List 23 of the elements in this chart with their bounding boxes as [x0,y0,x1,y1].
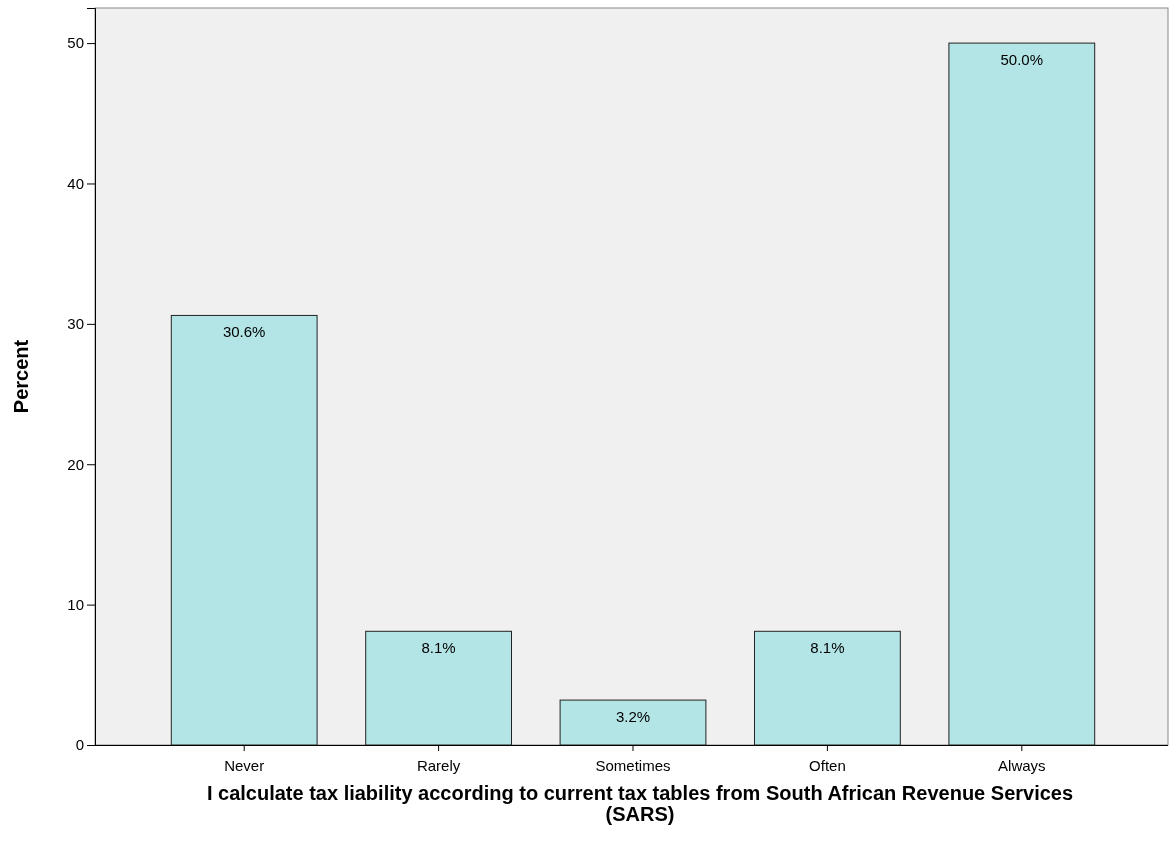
y-tick-label: 50 [67,34,84,52]
x-tick-label: Often [809,756,846,774]
data-label: 50.0% [1000,51,1044,69]
y-tick-label: 0 [75,736,84,754]
y-tick-label: 20 [67,455,84,473]
data-label: 3.2% [615,708,651,726]
y-tick-label: 30 [67,315,84,333]
bar [170,314,318,746]
y-axis-title: Percent [10,339,32,414]
x-axis-title: I calculate tax liability according to current tax tables from South African Revenue Services (SARS) [206,782,1074,825]
data-label: 8.1% [810,639,845,657]
bar [754,630,901,746]
bar [559,699,707,746]
data-label: 30.6% [222,323,266,341]
x-tick-label: Rarely [416,756,461,774]
y-tick-label: 10 [67,595,84,613]
y-tick-label: 40 [67,174,84,192]
x-tick-label: Always [998,756,1046,774]
bar [365,630,512,746]
bar [948,42,1096,746]
x-tick-label: Sometimes [595,756,671,774]
x-tick-label: Never [224,756,265,774]
data-label: 8.1% [421,639,456,657]
